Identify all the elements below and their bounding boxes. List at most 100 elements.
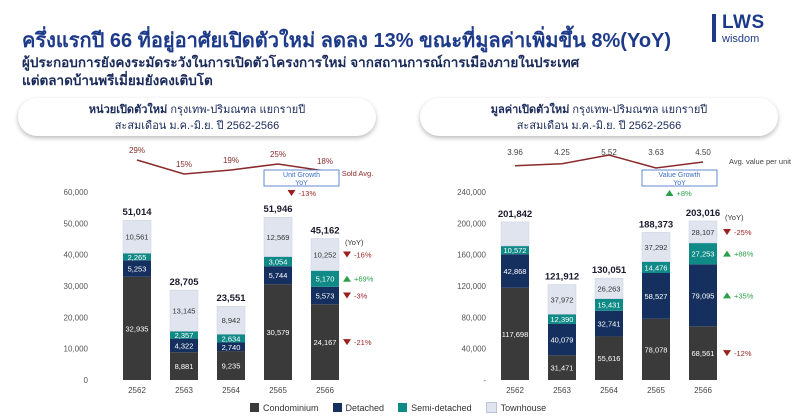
logo-wordmark: LWS	[722, 12, 765, 33]
right-chart-title-line-1: มูลค่าเปิดตัวใหม่ กรุงเทพ-ปริมณฑล แยกราย…	[420, 102, 778, 118]
right-bar-value-condominium: 31,471	[551, 364, 574, 373]
right-y-tick-label: -	[483, 376, 486, 385]
right-bar-segment-condominium	[548, 355, 576, 380]
right-bar-value-semi-detached: 14,476	[645, 263, 668, 272]
left-bar-value-detached: 5,744	[269, 271, 288, 280]
right-bar-segment-townhouse	[688, 220, 718, 244]
legend-swatch-detached	[332, 403, 342, 412]
right-chart-subtitle: สะสมเดือน ม.ค.-มิ.ย. ปี 2562-2566	[516, 120, 682, 132]
right-top-line	[514, 154, 704, 169]
right-y-tick-label: 200,000	[457, 219, 486, 228]
left-bar-value-condominium: 24,167	[314, 338, 337, 347]
left-chart-title: หน่วยเปิดตัวใหม่ กรุงเทพ-ปริมณฑล แยกรายป…	[18, 98, 376, 136]
right-bar-value-condominium: 78,078	[645, 345, 668, 354]
left-top-line-legend: % Sold Avg.	[333, 169, 373, 178]
right-bar-segment-townhouse	[500, 221, 530, 247]
left-bar-segment-townhouse	[310, 238, 340, 271]
left-chart-subtitle: สะสมเดือน ม.ค.-มิ.ย. ปี 2562-2566	[114, 120, 280, 132]
left-bar-segment-detached	[217, 342, 245, 352]
right-bar-segment-detached	[501, 254, 529, 288]
right-bar-segment-detached	[595, 310, 623, 337]
page-subheadline: ผู้ประกอบการยังคงระมัดระวังในการเปิดตัวโ…	[22, 54, 579, 90]
left-y-tick-label: 60,000	[64, 188, 89, 197]
left-yoy-arrow-icon	[343, 339, 351, 346]
right-bar-value-condominium: 68,561	[692, 349, 715, 358]
right-chart-title: มูลค่าเปิดตัวใหม่ กรุงเทพ-ปริมณฑล แยกราย…	[420, 98, 778, 136]
legend-item-detached: Detached	[332, 403, 384, 413]
left-y-tick-label: 20,000	[64, 313, 89, 322]
left-growth-box-label: Unit Growth	[283, 172, 320, 179]
right-bar-segment-semi-detached	[548, 314, 576, 324]
right-x-tick-label: 2565	[647, 386, 665, 395]
left-y-tick-label: 40,000	[64, 251, 89, 260]
right-bar-segment-detached	[689, 264, 717, 327]
right-growth-box-value: +8%	[677, 189, 693, 198]
right-yoy-value-semi-detached: +88%	[734, 250, 754, 259]
left-top-line-label: 29%	[129, 146, 145, 155]
right-bar-value-detached: 79,095	[692, 291, 715, 300]
left-yoy-value-detached: -3%	[354, 292, 368, 301]
left-bar-segment-semi-detached	[123, 253, 151, 261]
left-top-line-label: 19%	[223, 156, 239, 165]
legend-label-semi-detached: Semi-detached	[411, 402, 472, 413]
left-bar-value-condominium: 30,579	[267, 328, 290, 337]
right-growth-box-label: Value Growth	[659, 172, 701, 179]
left-bar-segment-detached	[264, 266, 292, 285]
right-bar-value-condominium: 117,698	[502, 330, 529, 339]
left-growth-arrow-icon	[287, 190, 296, 196]
left-bar-value-townhouse: 8,942	[222, 316, 241, 325]
right-y-tick-label: 240,000	[457, 188, 486, 197]
legend-swatch-condominium	[250, 403, 259, 412]
left-bar-value-townhouse: 10,252	[314, 251, 337, 260]
left-bar-segment-townhouse	[263, 216, 293, 257]
right-growth-box-yoy: YoY	[673, 180, 686, 187]
left-chart-title-line-1: หน่วยเปิดตัวใหม่ กรุงเทพ-ปริมณฑล แยกรายป…	[18, 102, 376, 118]
left-bar-value-semi-detached: 2,265	[128, 253, 147, 262]
legend-swatch-semi-detached	[398, 403, 408, 412]
right-yoy-arrow-icon	[723, 292, 731, 299]
right-bar-segment-semi-detached	[642, 261, 670, 273]
left-bar-segment-semi-detached	[264, 256, 292, 267]
left-bar-total: 23,551	[216, 293, 246, 304]
left-bar-segment-detached	[311, 286, 339, 305]
left-top-line-label: 25%	[270, 150, 286, 159]
right-yoy-header: (YoY)	[725, 213, 744, 222]
right-bar-segment-semi-detached	[689, 242, 717, 265]
page-headline: ครึ่งแรกปี 66 ที่อยู่อาศัยเปิดตัวใหม่ ลด…	[22, 30, 672, 52]
right-bar-value-detached: 58,527	[645, 292, 668, 301]
left-y-tick-label: 10,000	[64, 345, 89, 354]
right-bar-total: 203,016	[686, 208, 720, 219]
right-bar-total: 201,842	[498, 209, 532, 220]
subheadline-line-1: ผู้ประกอบการยังคงระมัดระวังในการเปิดตัวโ…	[22, 55, 580, 70]
right-bar-segment-detached	[642, 272, 670, 319]
left-growth-box	[263, 169, 340, 187]
left-bar-value-detached: 2,740	[222, 343, 241, 352]
chart-legend: Condominium Detached Semi-detached Townh…	[250, 402, 546, 413]
left-bar-segment-semi-detached	[311, 270, 339, 287]
right-bar-value-townhouse: 37,972	[551, 295, 574, 304]
right-bar-value-semi-detached: 12,390	[551, 315, 574, 324]
legend-label-townhouse: Townhouse	[500, 402, 547, 413]
left-growth-box-yoy: YoY	[295, 180, 308, 187]
right-top-line-label: 5.52	[601, 148, 617, 157]
left-yoy-header: (YoY)	[345, 238, 364, 247]
right-bar-value-detached: 32,741	[598, 320, 621, 329]
left-bar-segment-semi-detached	[170, 331, 198, 339]
right-x-tick-label: 2566	[694, 386, 712, 395]
left-bar-value-townhouse: 10,561	[126, 233, 149, 242]
right-bar-segment-townhouse	[641, 232, 671, 262]
left-yoy-value-semi-detached: +69%	[354, 275, 374, 284]
left-bar-value-semi-detached: 3,054	[269, 257, 288, 266]
left-x-tick-label: 2565	[269, 386, 287, 395]
left-bar-segment-condominium	[311, 304, 339, 380]
left-yoy-arrow-icon	[343, 251, 351, 258]
left-bar-value-semi-detached: 2,634	[222, 334, 241, 343]
right-bar-segment-condominium	[689, 326, 717, 380]
right-yoy-value-condominium: -12%	[734, 349, 752, 358]
left-bar-value-condominium: 8,881	[175, 362, 194, 371]
right-x-tick-label: 2564	[600, 386, 618, 395]
left-yoy-arrow-icon	[343, 292, 351, 299]
left-x-tick-label: 2564	[222, 386, 240, 395]
left-bar-segment-townhouse	[169, 289, 199, 332]
right-y-tick-label: 160,000	[457, 251, 486, 260]
